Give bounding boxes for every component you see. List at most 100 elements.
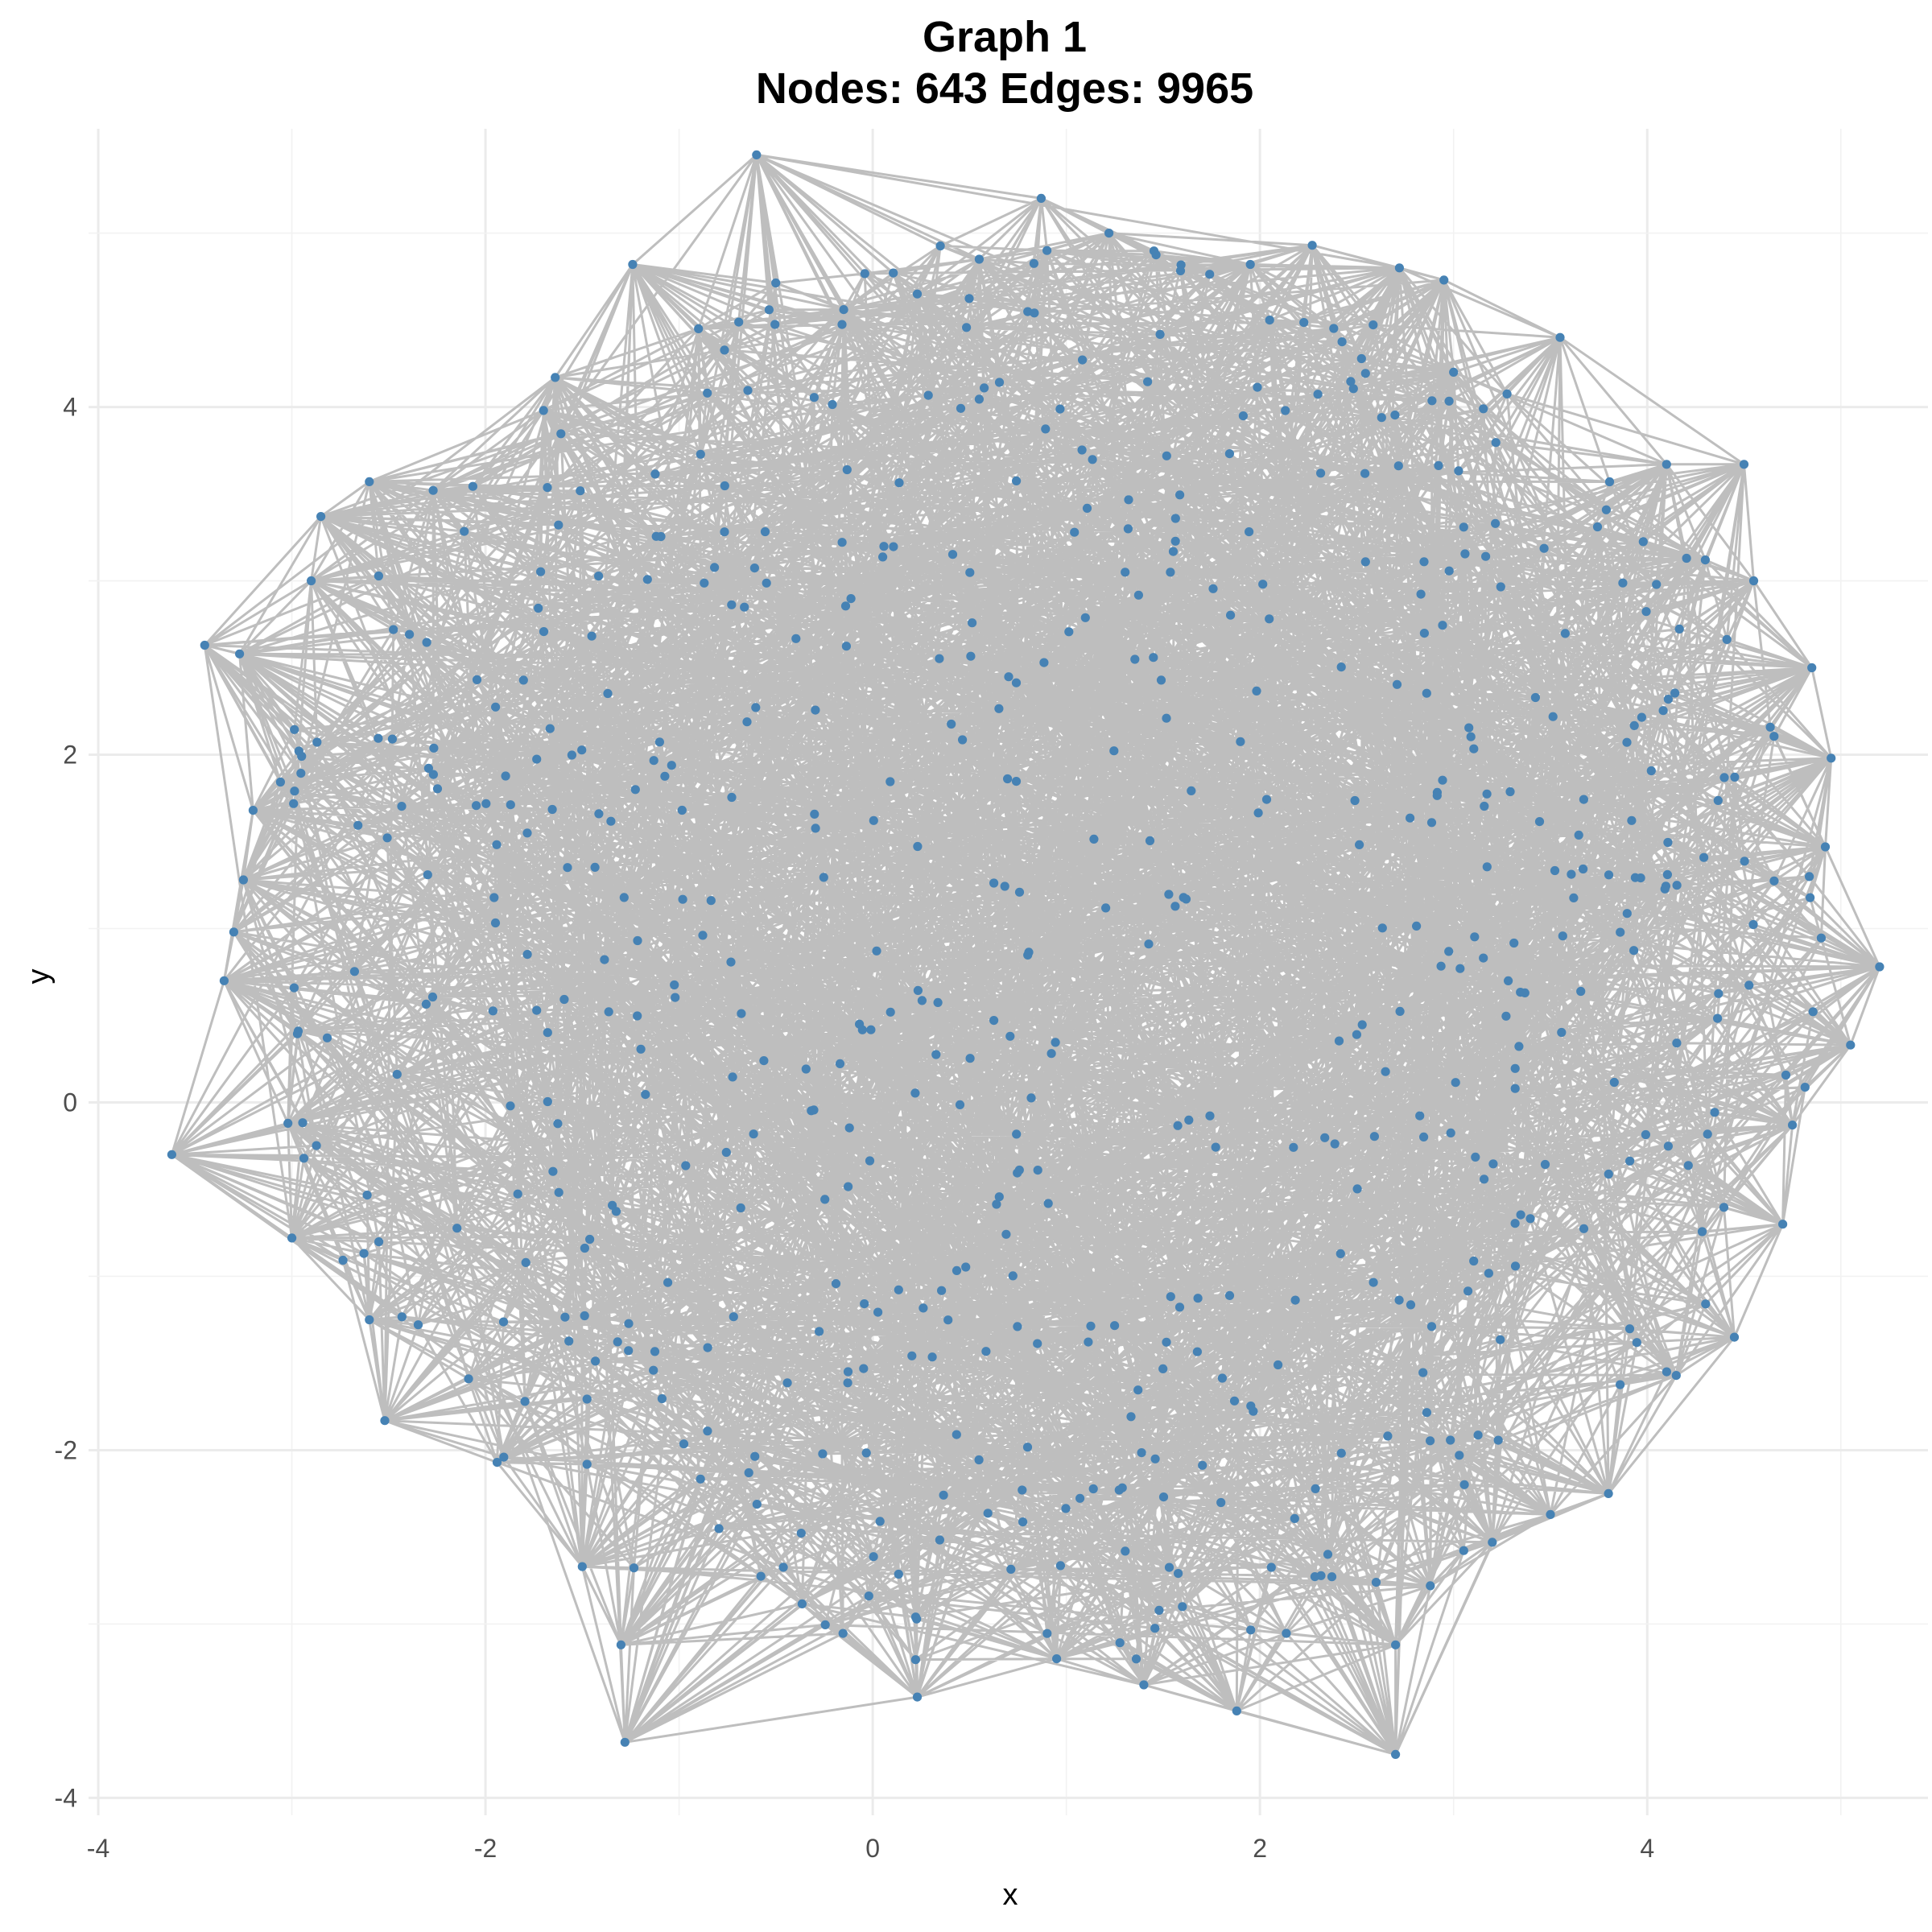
graph-node xyxy=(729,1312,738,1322)
graph-node xyxy=(917,996,927,1005)
graph-node xyxy=(1164,890,1174,899)
graph-node xyxy=(248,806,258,815)
graph-node xyxy=(1193,1294,1203,1303)
graph-node xyxy=(289,983,299,993)
graph-node xyxy=(1625,1156,1635,1166)
graph-node xyxy=(423,763,434,774)
graph-node xyxy=(405,630,415,639)
graph-node xyxy=(696,449,705,459)
graph-node xyxy=(563,863,572,873)
graph-node xyxy=(1422,688,1431,698)
graph-node xyxy=(1162,1337,1171,1347)
graph-node xyxy=(983,1509,993,1518)
graph-node xyxy=(907,1351,917,1360)
graph-node xyxy=(1187,786,1196,796)
graph-node xyxy=(559,994,569,1005)
graph-node xyxy=(167,1150,176,1159)
graph-node xyxy=(1579,864,1588,874)
graph-node xyxy=(1609,1077,1619,1088)
graph-node xyxy=(1205,1111,1215,1121)
graph-node xyxy=(1444,947,1454,956)
graph-node xyxy=(613,1337,622,1347)
graph-node xyxy=(1482,789,1492,799)
graph-node xyxy=(1075,1493,1085,1503)
graph-node xyxy=(1078,355,1088,365)
graph-node xyxy=(1039,658,1049,667)
graph-node xyxy=(844,1123,854,1133)
graph-node xyxy=(660,771,670,781)
graph-node xyxy=(1632,1338,1641,1348)
graph-node xyxy=(809,393,819,402)
graph-node xyxy=(1011,678,1022,687)
y-tick-label: -2 xyxy=(55,1435,77,1464)
graph-node xyxy=(910,1088,920,1098)
graph-node xyxy=(726,957,736,967)
graph-node xyxy=(694,324,704,333)
graph-node xyxy=(1174,1302,1185,1312)
graph-node xyxy=(1510,1063,1520,1073)
graph-node xyxy=(1290,1513,1299,1523)
graph-node xyxy=(397,1312,407,1322)
graph-node xyxy=(468,481,478,491)
graph-node xyxy=(1604,870,1614,880)
graph-node xyxy=(835,1059,845,1068)
graph-node xyxy=(1769,876,1779,886)
graph-node xyxy=(1560,629,1570,638)
graph-node xyxy=(1334,1036,1344,1046)
y-tick-label: 2 xyxy=(63,741,77,770)
graph-node xyxy=(875,1517,885,1526)
graph-node xyxy=(506,800,515,810)
graph-node xyxy=(1246,1402,1256,1411)
graph-node xyxy=(392,1070,402,1080)
graph-node xyxy=(590,862,600,872)
graph-node xyxy=(1114,1485,1124,1495)
graph-node xyxy=(679,1439,689,1449)
x-tick-label: 0 xyxy=(865,1834,880,1863)
graph-node xyxy=(962,323,972,332)
graph-node xyxy=(290,786,299,796)
graph-node xyxy=(1652,580,1662,589)
graph-node xyxy=(955,1100,965,1109)
graph-node xyxy=(603,688,613,699)
graph-node xyxy=(751,703,761,712)
graph-node xyxy=(1368,320,1378,330)
graph-node xyxy=(1460,549,1470,559)
graph-node xyxy=(1624,1324,1635,1334)
graph-node xyxy=(994,1192,1004,1202)
graph-node xyxy=(1658,706,1668,716)
chart-title-line2: Nodes: 643 Edges: 9965 xyxy=(756,64,1253,113)
graph-node xyxy=(811,705,820,715)
graph-node xyxy=(1699,852,1709,862)
graph-node xyxy=(1156,675,1166,685)
graph-node xyxy=(1471,1152,1480,1162)
graph-node xyxy=(727,792,737,803)
graph-node xyxy=(1174,1569,1183,1579)
graph-node xyxy=(1788,1121,1798,1130)
graph-node xyxy=(633,1011,642,1021)
graph-node xyxy=(759,1056,769,1066)
graph-node xyxy=(472,675,482,685)
graph-node xyxy=(1000,881,1009,891)
graph-node xyxy=(1355,840,1364,849)
graph-node xyxy=(698,931,708,940)
graph-node xyxy=(1261,795,1272,804)
graph-node xyxy=(491,702,501,712)
graph-node xyxy=(923,390,933,400)
graph-node xyxy=(842,464,852,475)
graph-node xyxy=(1480,801,1489,811)
graph-node xyxy=(1662,460,1671,469)
graph-node xyxy=(1434,460,1443,471)
graph-node xyxy=(1488,1538,1497,1547)
graph-node xyxy=(501,771,510,781)
graph-node xyxy=(1311,1484,1320,1493)
graph-node xyxy=(1622,909,1632,919)
graph-node xyxy=(422,638,431,647)
graph-node xyxy=(1252,686,1261,696)
graph-node xyxy=(1641,1129,1650,1140)
graph-node xyxy=(865,1156,875,1166)
graph-node xyxy=(1875,962,1885,972)
graph-node xyxy=(831,1279,841,1289)
graph-node xyxy=(1820,842,1831,852)
graph-node xyxy=(1350,795,1360,806)
graph-node xyxy=(912,289,923,299)
